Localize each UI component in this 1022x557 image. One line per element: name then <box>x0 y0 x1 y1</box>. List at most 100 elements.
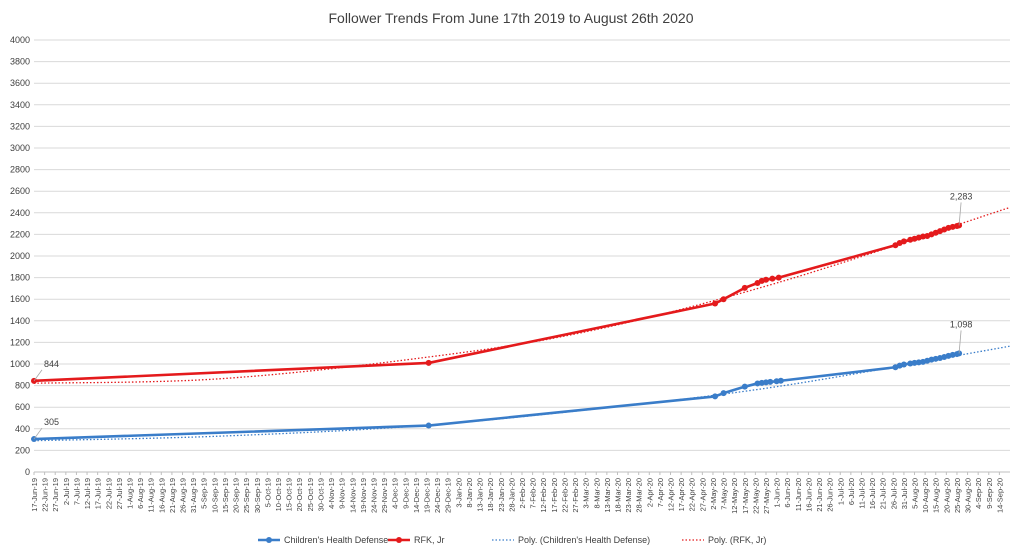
x-tick-label: 20-Aug-20 <box>942 478 951 513</box>
data-label: 305 <box>44 417 59 427</box>
y-tick-label: 3600 <box>10 78 30 88</box>
x-tick-label: 2-Apr-20 <box>645 478 654 507</box>
data-labels: 844 305 2,283 1,098 <box>33 191 972 440</box>
y-tick-label: 1200 <box>10 337 30 347</box>
x-tick-label: 6-Jun-20 <box>783 478 792 508</box>
data-point-children-s-health-defense <box>777 377 784 384</box>
x-tick-label: 28-Mar-20 <box>635 478 644 513</box>
x-tick-label: 23-Mar-20 <box>624 478 633 513</box>
x-tick-label: 26-Jun-20 <box>826 478 835 512</box>
x-tick-label: 5-Oct-19 <box>263 478 272 507</box>
x-tick-label: 23-Jan-20 <box>497 478 506 512</box>
x-tick-label: 6-Aug-19 <box>136 478 145 509</box>
x-tick-label: 29-Nov-19 <box>380 478 389 513</box>
y-tick-label: 800 <box>15 381 30 391</box>
x-tick-label: 14-Sep-20 <box>995 478 1004 513</box>
data-point-children-s-health-defense <box>425 422 432 429</box>
x-tick-label: 5-Sep-19 <box>200 478 209 509</box>
x-tick-label: 27-Jun-19 <box>51 478 60 512</box>
x-tick-label: 9-Dec-19 <box>401 478 410 509</box>
data-point-children-s-health-defense <box>900 361 907 368</box>
x-tick-label: 22-Feb-20 <box>560 478 569 513</box>
x-tick-label: 25-Oct-19 <box>306 478 315 511</box>
data-point-rfk-jr <box>425 359 432 366</box>
y-tick-label: 200 <box>15 445 30 455</box>
x-tick-label: 6-Jul-20 <box>847 478 856 505</box>
legend-label: Poly. (RFK, Jr) <box>708 535 766 545</box>
x-tick-label: 9-Sep-20 <box>985 478 994 509</box>
x-tick-label: 4-Sep-20 <box>974 478 983 509</box>
x-tick-label: 22-Apr-20 <box>688 478 697 511</box>
series-line-rfk-jr <box>33 224 960 383</box>
x-tick-label: 20-Oct-19 <box>295 478 304 511</box>
grid-lines <box>34 39 1010 473</box>
y-tick-label: 600 <box>15 402 30 412</box>
data-point-children-s-health-defense <box>767 378 774 385</box>
x-tick-label: 19-Nov-19 <box>359 478 368 513</box>
legend-marker <box>266 537 272 543</box>
x-tick-label: 3-Mar-20 <box>582 478 591 508</box>
legend-marker <box>396 537 402 543</box>
legend-label: RFK, Jr <box>414 535 445 545</box>
x-tick-label: 11-Jul-20 <box>857 478 866 509</box>
x-tick-label: 26-Aug-19 <box>179 478 188 513</box>
x-tick-label: 1-Jul-20 <box>836 478 845 505</box>
x-tick-label: 16-Jul-20 <box>868 478 877 509</box>
data-point-children-s-health-defense <box>720 390 727 397</box>
x-tick-label: 1-Jun-20 <box>773 478 782 508</box>
x-tick-label: 31-Aug-19 <box>189 478 198 513</box>
x-tick-label: 4-Nov-19 <box>327 478 336 509</box>
trendline-poly-rfk-jr <box>33 206 1011 384</box>
x-tick-label: 17-Jun-19 <box>30 478 39 512</box>
x-tick-label: 28-Jan-20 <box>507 478 516 512</box>
x-tick-label: 22-May-20 <box>751 478 760 514</box>
y-tick-label: 2000 <box>10 251 30 261</box>
x-tick-label: 10-Aug-20 <box>921 478 930 513</box>
data-point-rfk-jr <box>769 275 776 282</box>
x-tick-label: 8-Mar-20 <box>592 478 601 508</box>
x-tick-label: 21-Jun-20 <box>815 478 824 512</box>
y-tick-label: 4000 <box>10 35 30 45</box>
x-tick-label: 17-Apr-20 <box>677 478 686 511</box>
x-tick-label: 19-Dec-19 <box>423 478 432 513</box>
legend-item-children-s-health-defense: Children's Health Defense <box>258 535 388 545</box>
chart-title: Follower Trends From June 17th 2019 to A… <box>328 10 693 26</box>
x-tick-label: 7-Jul-19 <box>72 478 81 505</box>
trendline-poly-children-s-health-defense <box>33 345 1011 442</box>
x-tick-label: 12-Apr-20 <box>667 478 676 511</box>
y-tick-label: 1800 <box>10 273 30 283</box>
x-tick-label: 9-Nov-19 <box>338 478 347 509</box>
x-tick-label: 22-Jul-19 <box>104 478 113 509</box>
y-tick-label: 1400 <box>10 316 30 326</box>
y-axis: 0 200 400 600 800 1000 1200 1400 1600 1800 2000 220… <box>10 35 30 477</box>
x-tick-label: 14-Nov-19 <box>348 478 357 513</box>
x-tick-label: 24-Dec-19 <box>433 478 442 513</box>
x-tick-label: 27-Apr-20 <box>698 478 707 511</box>
x-tick-label: 15-Oct-19 <box>285 478 294 511</box>
data-point-children-s-health-defense <box>741 383 748 390</box>
x-tick-label: 21-Aug-19 <box>168 478 177 513</box>
x-tick-label: 25-Aug-20 <box>953 478 962 513</box>
x-tick-label: 27-Feb-20 <box>571 478 580 513</box>
legend-item-poly-rfk-jr: Poly. (RFK, Jr) <box>682 535 766 545</box>
data-point-rfk-jr <box>712 300 719 307</box>
x-tick-label: 14-Dec-19 <box>412 478 421 513</box>
x-tick-label: 13-Mar-20 <box>603 478 612 513</box>
legend-label: Poly. (Children's Health Defense) <box>518 535 650 545</box>
data-point-rfk-jr <box>775 274 782 281</box>
data-label-leader <box>33 427 43 440</box>
y-tick-label: 2200 <box>10 229 30 239</box>
y-tick-label: 0 <box>25 467 30 477</box>
x-tick-label: 17-Feb-20 <box>550 478 559 513</box>
x-tick-label: 3-Jan-20 <box>454 478 463 508</box>
legend: Children's Health Defense RFK, Jr Poly. (C… <box>258 535 766 545</box>
x-axis: 17-Jun-19 22-Jun-19 27-Jun-19 2-Jul-19 7-Jul… <box>30 472 1004 514</box>
data-label: 844 <box>44 359 59 369</box>
data-label-leader <box>958 330 962 354</box>
y-tick-label: 2400 <box>10 208 30 218</box>
y-tick-label: 2800 <box>10 165 30 175</box>
y-tick-label: 1000 <box>10 359 30 369</box>
x-tick-label: 7-Feb-20 <box>529 478 538 508</box>
x-tick-label: 8-Jan-20 <box>465 478 474 508</box>
x-tick-label: 27-Jul-19 <box>115 478 124 509</box>
